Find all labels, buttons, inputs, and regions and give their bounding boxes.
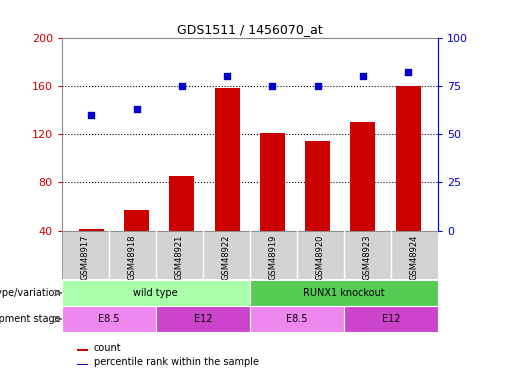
Bar <box>156 306 250 332</box>
Bar <box>250 306 344 332</box>
Text: E8.5: E8.5 <box>98 314 119 324</box>
Text: GSM48917: GSM48917 <box>81 234 90 280</box>
Text: percentile rank within the sample: percentile rank within the sample <box>94 357 259 368</box>
Bar <box>351 122 375 231</box>
Text: GSM48923: GSM48923 <box>363 234 372 280</box>
Text: GSM48924: GSM48924 <box>410 234 419 280</box>
Bar <box>62 280 250 306</box>
Text: GSM48919: GSM48919 <box>269 234 278 280</box>
Bar <box>215 88 239 231</box>
Point <box>314 83 322 89</box>
Bar <box>344 306 438 332</box>
Point <box>223 73 231 79</box>
Bar <box>169 176 194 231</box>
Point <box>178 83 186 89</box>
Text: development stage: development stage <box>0 314 61 324</box>
Bar <box>77 350 88 351</box>
Text: genotype/variation: genotype/variation <box>0 288 61 298</box>
Point <box>359 73 367 79</box>
Title: GDS1511 / 1456070_at: GDS1511 / 1456070_at <box>177 23 323 36</box>
Text: wild type: wild type <box>133 288 178 298</box>
Point <box>268 83 277 89</box>
Text: GSM48920: GSM48920 <box>316 234 325 280</box>
Bar <box>396 86 421 231</box>
Text: E12: E12 <box>194 314 212 324</box>
Text: RUNX1 knockout: RUNX1 knockout <box>303 288 385 298</box>
Bar <box>124 210 149 231</box>
Text: count: count <box>94 343 122 353</box>
Text: E8.5: E8.5 <box>286 314 307 324</box>
Bar <box>260 133 285 231</box>
Bar <box>62 306 156 332</box>
Bar <box>305 141 330 231</box>
Bar <box>79 230 104 231</box>
Text: GSM48922: GSM48922 <box>222 234 231 280</box>
Point <box>132 106 141 112</box>
Text: GSM48918: GSM48918 <box>128 234 137 280</box>
Text: E12: E12 <box>382 314 400 324</box>
Point <box>87 112 95 118</box>
Bar <box>250 280 438 306</box>
Bar <box>77 363 88 365</box>
Point <box>404 69 413 75</box>
Text: GSM48921: GSM48921 <box>175 234 184 280</box>
